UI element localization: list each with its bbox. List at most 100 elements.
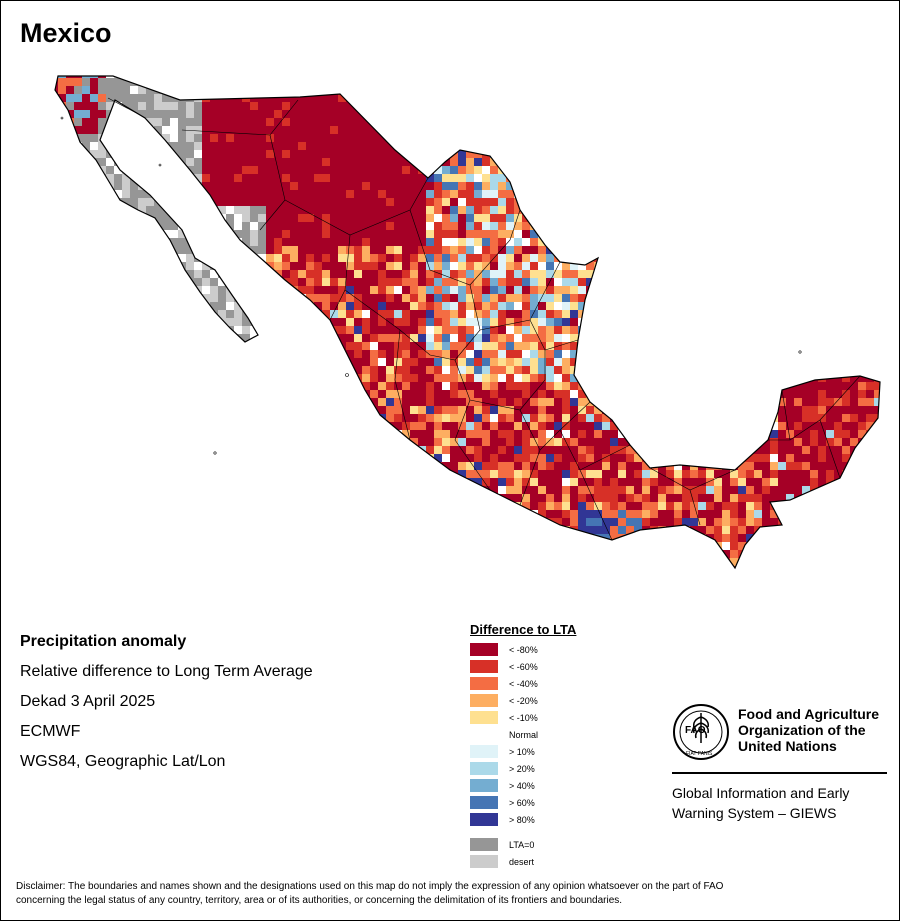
- anomaly-cell: [722, 318, 730, 326]
- anomaly-cell: [170, 206, 178, 214]
- anomaly-cell: [722, 206, 730, 214]
- anomaly-cell: [490, 438, 498, 446]
- anomaly-cell: [586, 198, 594, 206]
- anomaly-cell: [442, 166, 450, 174]
- anomaly-cell: [874, 182, 880, 190]
- anomaly-cell: [66, 374, 74, 382]
- anomaly-cell: [170, 286, 178, 294]
- anomaly-cell: [378, 310, 386, 318]
- anomaly-cell: [538, 94, 546, 102]
- anomaly-cell: [810, 358, 818, 366]
- anomaly-cell: [450, 446, 458, 454]
- anomaly-cell: [514, 366, 522, 374]
- anomaly-cell: [386, 198, 394, 206]
- anomaly-cell: [850, 286, 858, 294]
- anomaly-cell: [474, 238, 482, 246]
- anomaly-cell: [474, 126, 482, 134]
- anomaly-cell: [730, 422, 738, 430]
- anomaly-cell: [474, 142, 482, 150]
- anomaly-cell: [106, 334, 114, 342]
- anomaly-cell: [570, 174, 578, 182]
- anomaly-cell: [666, 158, 674, 166]
- anomaly-cell: [394, 238, 402, 246]
- anomaly-cell: [474, 254, 482, 262]
- anomaly-cell: [882, 390, 890, 398]
- anomaly-cell: [770, 142, 778, 150]
- anomaly-cell: [706, 254, 714, 262]
- anomaly-cell: [194, 158, 202, 166]
- anomaly-cell: [650, 382, 658, 390]
- anomaly-cell: [618, 134, 626, 142]
- anomaly-cell: [402, 134, 410, 142]
- anomaly-cell: [650, 310, 658, 318]
- anomaly-cell: [706, 238, 714, 246]
- anomaly-cell: [130, 254, 138, 262]
- anomaly-cell: [618, 382, 626, 390]
- anomaly-cell: [514, 358, 522, 366]
- anomaly-cell: [506, 342, 514, 350]
- anomaly-cell: [658, 206, 666, 214]
- anomaly-cell: [274, 254, 282, 262]
- anomaly-cell: [250, 78, 258, 86]
- anomaly-cell: [570, 198, 578, 206]
- anomaly-cell: [514, 342, 522, 350]
- anomaly-cell: [250, 398, 258, 406]
- anomaly-cell: [234, 342, 242, 350]
- anomaly-cell: [186, 342, 194, 350]
- anomaly-cell: [626, 222, 634, 230]
- anomaly-cell: [826, 94, 834, 102]
- anomaly-cell: [634, 254, 642, 262]
- anomaly-cell: [258, 374, 266, 382]
- anomaly-cell: [650, 166, 658, 174]
- anomaly-cell: [90, 334, 98, 342]
- anomaly-cell: [362, 262, 370, 270]
- anomaly-cell: [690, 422, 698, 430]
- anomaly-cell: [722, 334, 730, 342]
- anomaly-cell: [306, 246, 314, 254]
- anomaly-cell: [746, 190, 754, 198]
- anomaly-cell: [586, 134, 594, 142]
- anomaly-cell: [770, 366, 778, 374]
- anomaly-cell: [738, 358, 746, 366]
- anomaly-cell: [522, 318, 530, 326]
- anomaly-cell: [154, 302, 162, 310]
- anomaly-cell: [322, 310, 330, 318]
- anomaly-cell: [210, 318, 218, 326]
- anomaly-cell: [786, 110, 794, 118]
- anomaly-cell: [602, 206, 610, 214]
- anomaly-cell: [650, 270, 658, 278]
- anomaly-cell: [834, 406, 842, 414]
- anomaly-cell: [218, 422, 226, 430]
- anomaly-cell: [138, 358, 146, 366]
- anomaly-cell: [330, 430, 338, 438]
- anomaly-cell: [730, 94, 738, 102]
- anomaly-cell: [370, 398, 378, 406]
- anomaly-cell: [234, 238, 242, 246]
- anomaly-cell: [874, 150, 880, 158]
- anomaly-cell: [730, 198, 738, 206]
- anomaly-cell: [210, 270, 218, 278]
- anomaly-cell: [250, 366, 258, 374]
- anomaly-cell: [434, 246, 442, 254]
- anomaly-cell: [426, 342, 434, 350]
- anomaly-cell: [706, 270, 714, 278]
- anomaly-cell: [82, 254, 90, 262]
- anomaly-cell: [410, 366, 418, 374]
- anomaly-cell: [858, 166, 866, 174]
- anomaly-cell: [266, 142, 274, 150]
- anomaly-cell: [698, 94, 706, 102]
- anomaly-cell: [858, 142, 866, 150]
- anomaly-cell: [394, 126, 402, 134]
- anomaly-cell: [306, 214, 314, 222]
- anomaly-cell: [546, 398, 554, 406]
- anomaly-cell: [55, 254, 58, 262]
- anomaly-cell: [266, 118, 274, 126]
- anomaly-cell: [594, 206, 602, 214]
- anomaly-cell: [362, 222, 370, 230]
- anomaly-cell: [650, 174, 658, 182]
- anomaly-cell: [242, 326, 250, 334]
- anomaly-cell: [738, 406, 746, 414]
- anomaly-cell: [242, 102, 250, 110]
- anomaly-cell: [594, 382, 602, 390]
- anomaly-cell: [810, 102, 818, 110]
